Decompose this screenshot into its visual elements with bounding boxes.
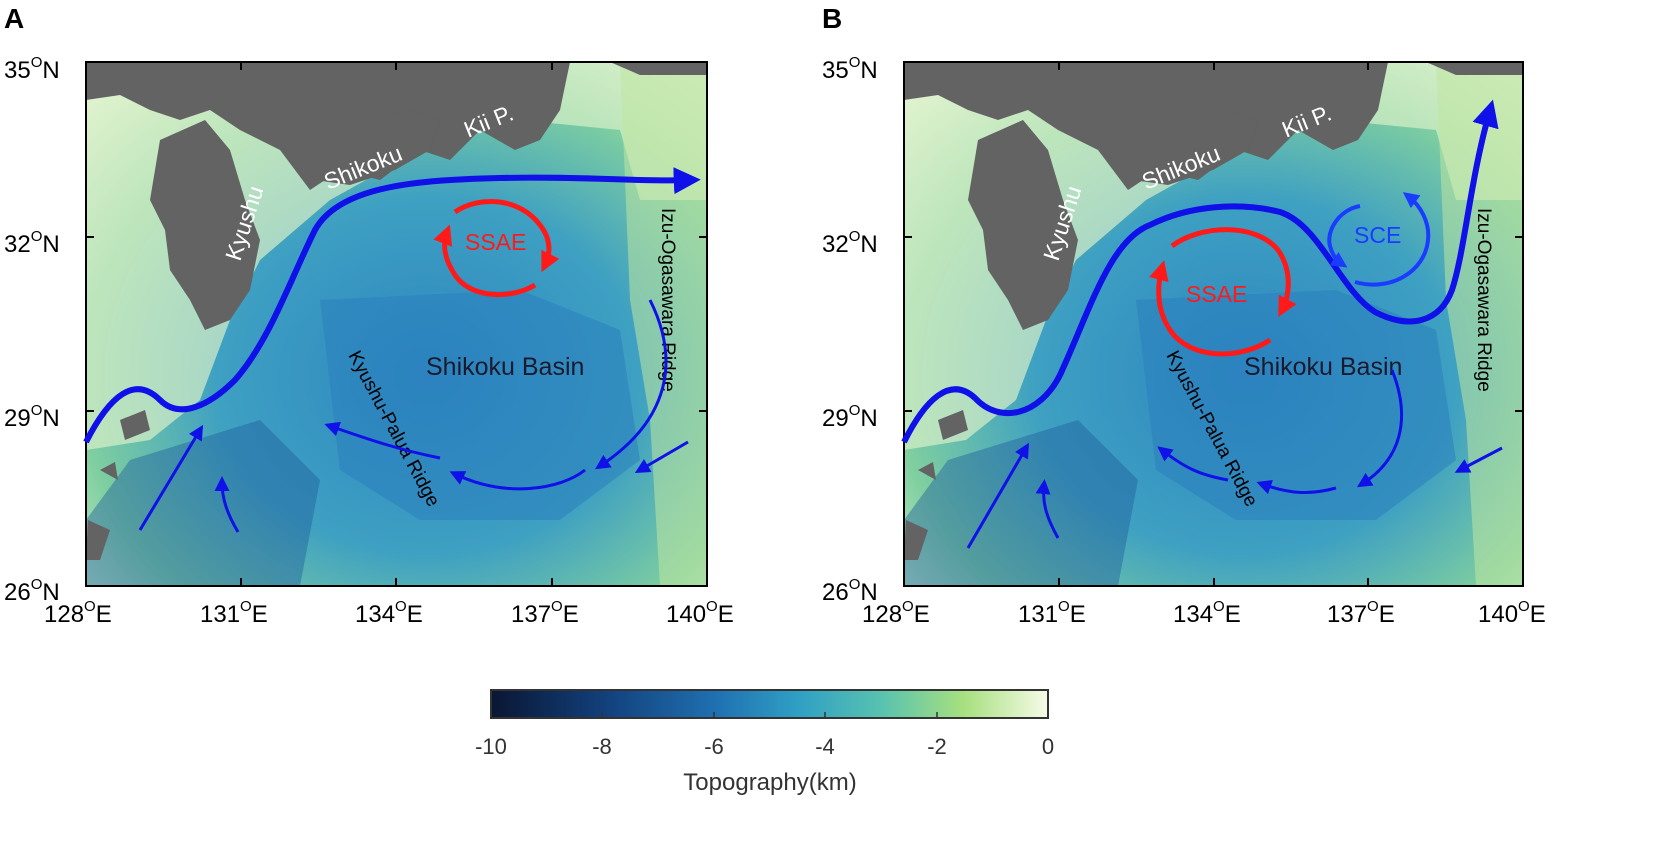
colorbar-label: Topography(km) [683, 769, 856, 796]
panel-b-arrow-3 [1157, 446, 1229, 482]
panel-b-arrow-4 [1256, 479, 1337, 495]
panel-b-lon-ticks [903, 62, 1524, 586]
panel-b-lat-label-26: 26ON [822, 576, 878, 606]
panel-b-kuroshio-path [901, 99, 1499, 444]
panel-b-label-ssae: SSAE [1186, 281, 1247, 307]
panel-b-ssae-eddy-arc-1 [1170, 227, 1297, 318]
panel-b-ssae-eddy-arc-2 [1149, 260, 1272, 357]
panel-b-sce-eddy-arc-1 [1327, 204, 1361, 268]
panel-a-arrow-1 [138, 424, 204, 531]
panel-a-map: A 128OE 131OE 134OE [4, 3, 734, 628]
colorbar-tick-1: -8 [592, 734, 612, 759]
panel-b-kyushu-land [968, 120, 1078, 330]
panel-b-lat-label-35: 35ON [822, 54, 878, 84]
panel-a-lat-label-35: 35ON [4, 54, 60, 84]
panel-a-letter: A [4, 3, 24, 34]
panel-b-lon-label-131: 131OE [1018, 598, 1086, 628]
panel-a-lon-label-137: 137OE [511, 598, 579, 628]
panel-b-lat-label-32: 32ON [822, 228, 878, 258]
panel-b-map: B 128OE 131OE 134OE 137OE 140OE 35ON 32O… [822, 3, 1546, 628]
panel-b-shikoku-land [1128, 110, 1258, 185]
panel-b-arrow-2 [1035, 479, 1060, 539]
panel-a-shikoku-land [310, 110, 440, 185]
panel-a-kyushu-land [150, 120, 260, 330]
panel-b-lat-label-29: 29ON [822, 402, 878, 432]
panel-a-lat-label-32: 32ON [4, 228, 60, 258]
panel-a-lon-ticks [85, 61, 708, 586]
colorbar-gradient [490, 689, 1049, 719]
topography-colorbar: -10 -8 -6 -4 -2 0 Topography(km) [475, 689, 1054, 796]
panel-a-map-area [85, 61, 708, 587]
panel-b-arrow-1 [966, 442, 1030, 549]
panel-a-arrow-5 [594, 299, 668, 470]
colorbar-tick-3: -4 [815, 734, 835, 759]
panel-b-label-sce: SCE [1354, 222, 1401, 248]
panel-b-honshu-land [904, 62, 1388, 190]
panel-a-arrow-3 [324, 421, 441, 460]
panel-b-letter: B [822, 3, 842, 34]
colorbar-tick-2: -6 [704, 734, 724, 759]
panel-a-honshu-land [86, 62, 570, 190]
panel-b-map-area [903, 61, 1524, 587]
panel-b-sce-eddy-arc-2 [1354, 192, 1431, 287]
panel-b-lon-label-140: 140OE [1478, 598, 1546, 628]
panel-a-label-io-ridge: Izu-Ogasawara Ridge [657, 208, 678, 392]
panel-a-label-ssae: SSAE [465, 229, 526, 255]
panel-b-label-io-ridge: Izu-Ogasawara Ridge [1473, 208, 1494, 392]
panel-a-arrow-4 [449, 468, 586, 491]
panel-a-label-basin: Shikoku Basin [426, 353, 584, 381]
colorbar-tick-0: -10 [475, 734, 507, 759]
panel-a-lat-label-26: 26ON [4, 576, 60, 606]
panel-a-lon-label-128: 128OE [44, 598, 112, 628]
panel-b-lon-label-134: 134OE [1173, 598, 1241, 628]
panel-a-lon-label-140: 140OE [666, 598, 734, 628]
panel-a-arrow-6 [634, 440, 689, 474]
panel-b-lon-label-137: 137OE [1327, 598, 1395, 628]
panel-a-lat-label-29: 29ON [4, 402, 60, 432]
panel-a-kuroshio-path [83, 167, 701, 444]
colorbar-tick-5: 0 [1042, 734, 1054, 759]
panel-a-arrow-2 [214, 476, 240, 533]
panel-a-ssae-eddy-arc-2 [433, 224, 537, 298]
panel-a-lon-label-134: 134OE [355, 598, 423, 628]
panel-b-label-basin: Shikoku Basin [1244, 353, 1402, 381]
colorbar-tick-4: -2 [927, 734, 947, 759]
panel-b-arrow-5 [1356, 369, 1404, 488]
panel-b-arrow-6 [1454, 446, 1503, 473]
panel-a-lon-label-131: 131OE [200, 598, 268, 628]
panel-a-ssae-eddy-arc-1 [453, 199, 560, 273]
panel-b-lon-label-128: 128OE [862, 598, 930, 628]
